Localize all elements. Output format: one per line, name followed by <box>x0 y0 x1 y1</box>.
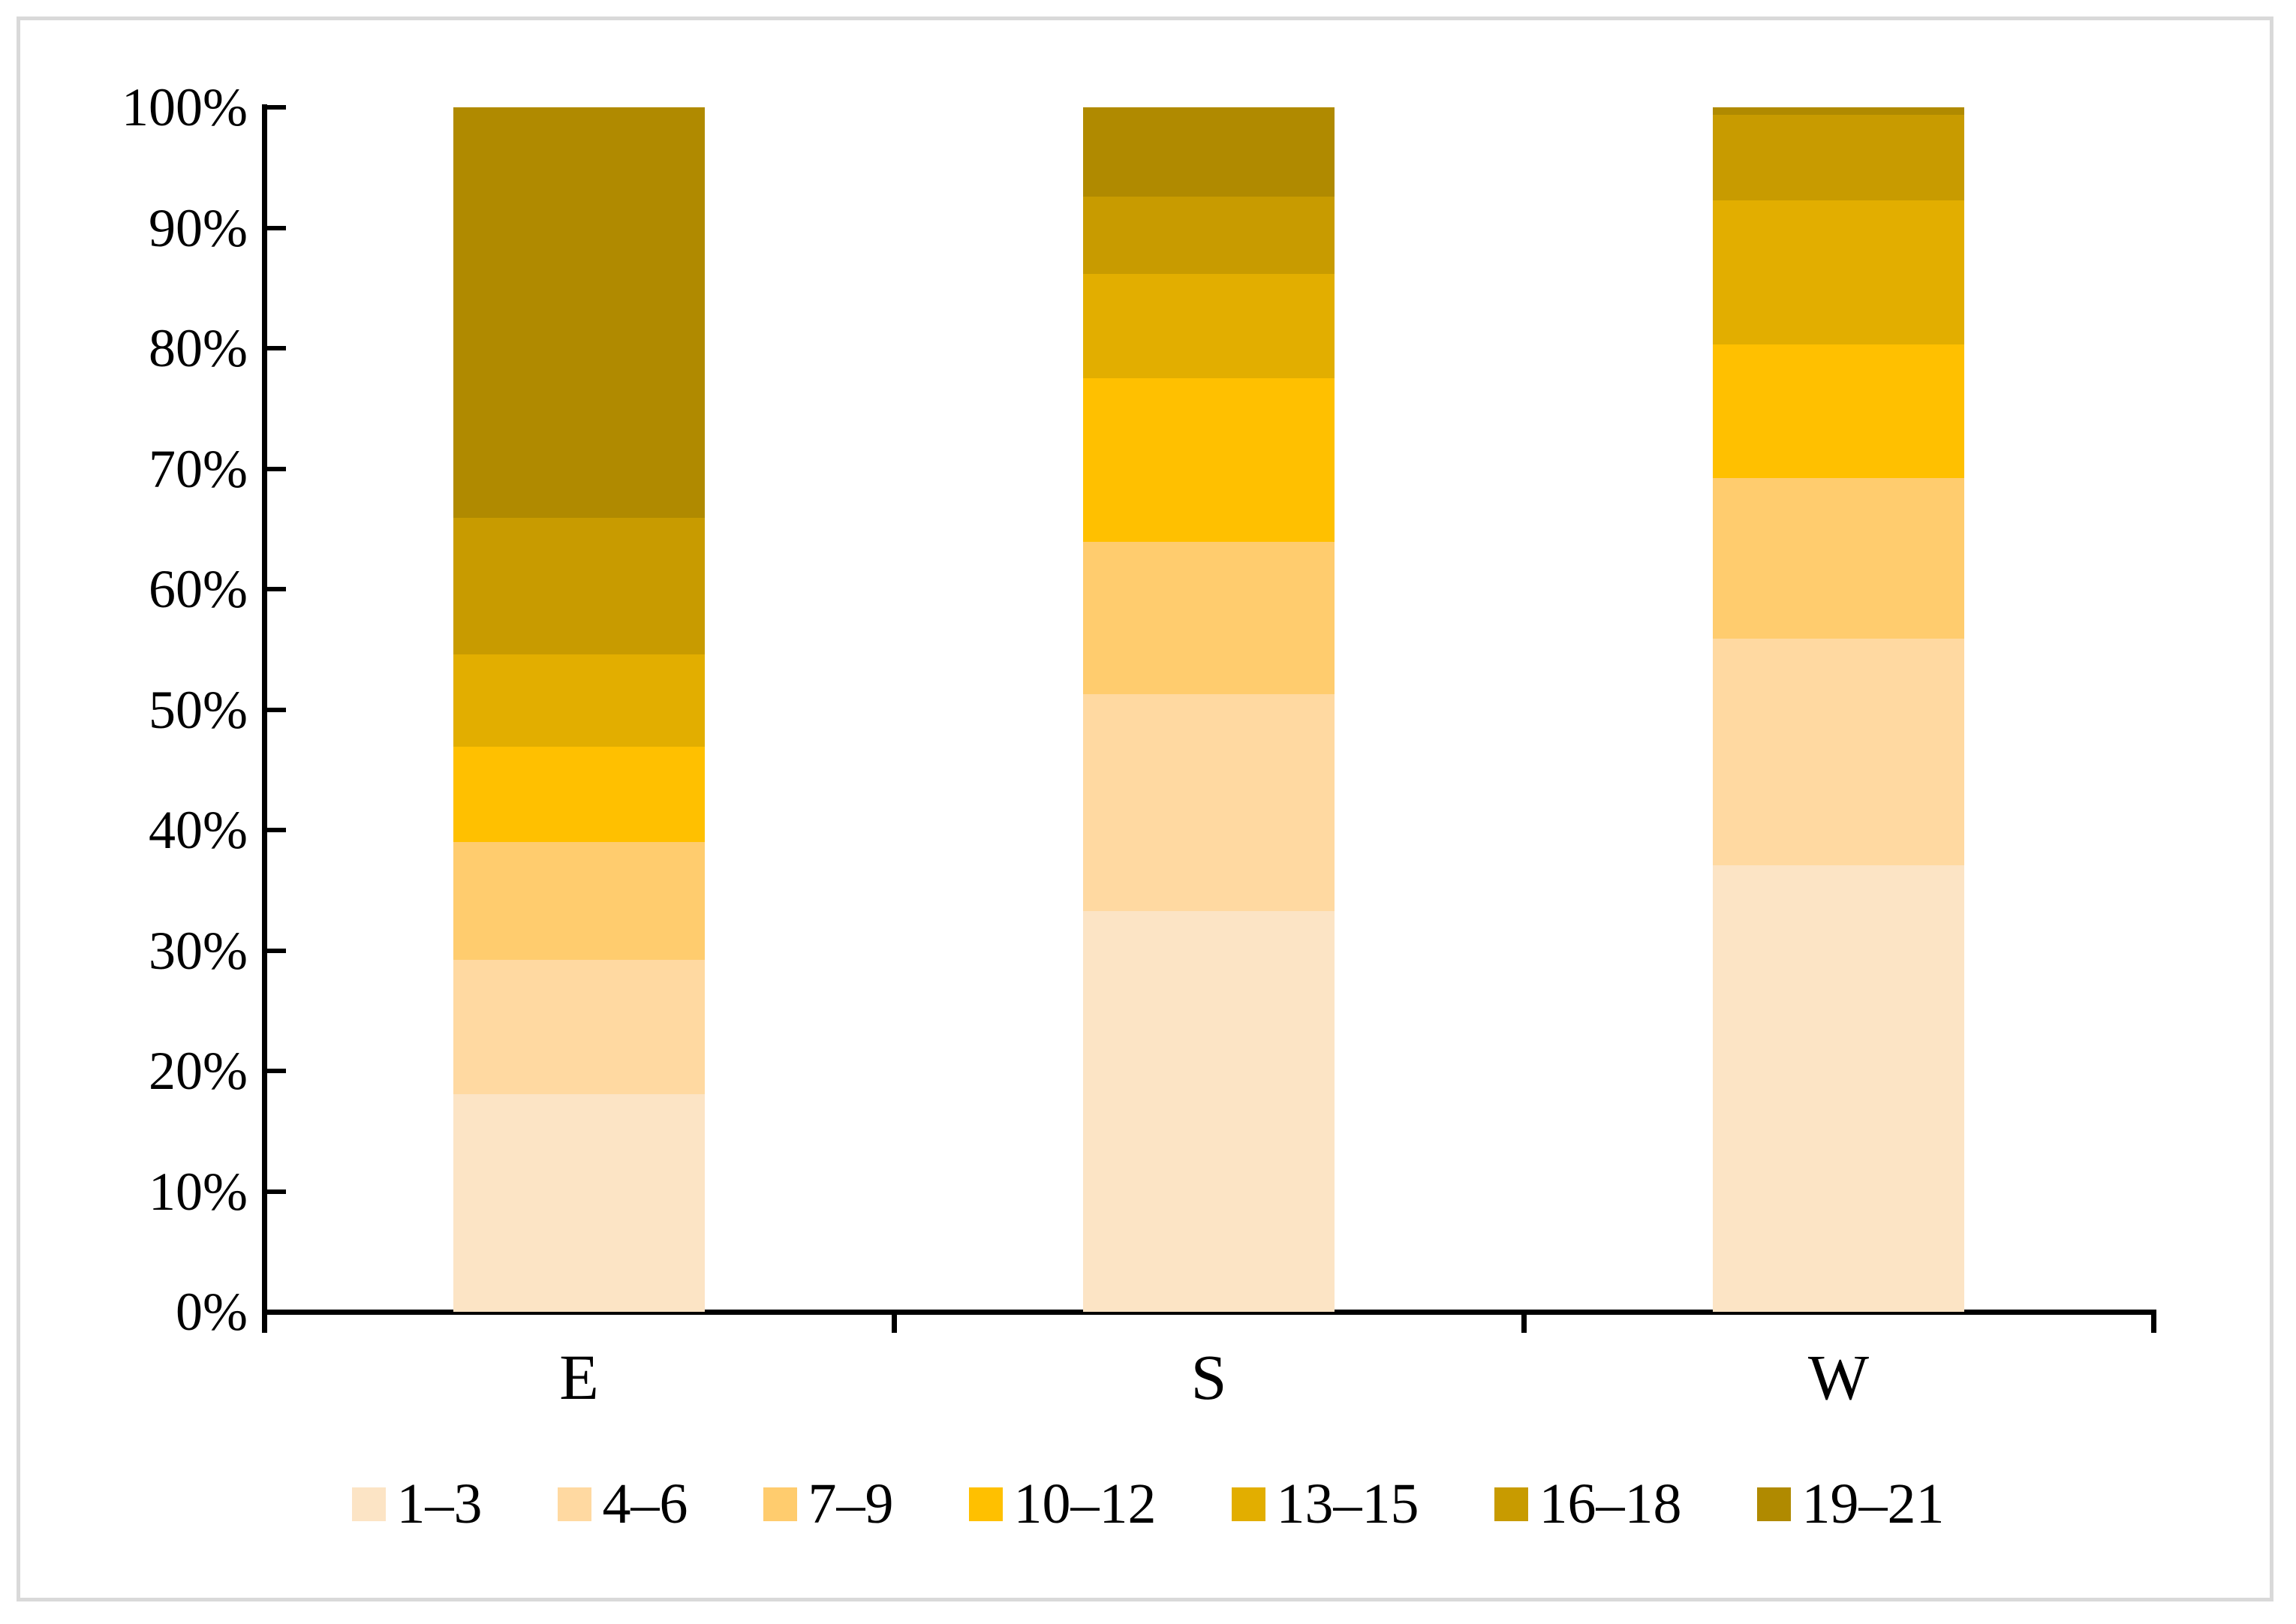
bar-segment-E-10–12 <box>453 747 705 843</box>
legend-item: 13–15 <box>1231 1472 1419 1535</box>
y-axis-tick-mark <box>267 1189 286 1194</box>
y-axis-tick-label: 40% <box>149 800 248 860</box>
legend-swatch-icon <box>1756 1487 1791 1521</box>
y-axis-tick-label: 60% <box>149 559 248 619</box>
bar-segment-W-16–18 <box>1713 114 1964 200</box>
y-axis-tick-label: 20% <box>149 1041 248 1101</box>
y-axis-tick-label: 80% <box>149 318 248 378</box>
stacked-bar-E <box>453 107 705 1312</box>
bar-segment-W-4–6 <box>1713 638 1964 865</box>
legend-item: 1–3 <box>351 1472 483 1535</box>
legend-label: 1–3 <box>396 1472 483 1535</box>
bar-segment-W-1–3 <box>1713 865 1964 1312</box>
legend-item: 4–6 <box>557 1472 688 1535</box>
legend-item: 16–18 <box>1494 1474 1682 1534</box>
legend-label: 19–21 <box>1801 1472 1945 1535</box>
bar-segment-S-7–9 <box>1083 542 1335 694</box>
y-axis-tick-mark <box>267 346 286 350</box>
x-axis-category-label: W <box>1807 1341 1870 1413</box>
x-axis-category-label: E <box>559 1341 599 1413</box>
bar-segment-E-16–18 <box>453 518 705 654</box>
bar-segment-W-19–21 <box>1713 107 1964 115</box>
bar-segment-S-4–6 <box>1083 693 1335 911</box>
bar-segment-S-16–18 <box>1083 196 1335 274</box>
legend-label: 13–15 <box>1276 1472 1419 1535</box>
bar-segment-W-13–15 <box>1713 200 1964 345</box>
y-axis-tick-mark <box>267 466 286 471</box>
y-axis-tick-label: 90% <box>149 197 248 258</box>
legend-swatch-icon <box>557 1487 591 1521</box>
x-axis-tick-mark <box>262 1310 267 1333</box>
legend-swatch-icon <box>351 1487 386 1521</box>
legend-swatch-icon <box>968 1487 1003 1521</box>
bar-segment-W-10–12 <box>1713 344 1964 479</box>
bar-segment-E-13–15 <box>453 654 705 747</box>
x-axis-tick-mark <box>892 1310 897 1333</box>
legend-label: 10–12 <box>1013 1472 1157 1535</box>
stacked-bar-S <box>1083 107 1335 1312</box>
x-axis-line <box>262 1310 2153 1315</box>
y-axis-tick-mark <box>267 948 286 953</box>
legend-swatch-icon <box>1231 1487 1265 1521</box>
x-axis-category-label: S <box>1190 1341 1227 1413</box>
bar-segment-S-10–12 <box>1083 378 1335 543</box>
y-axis-tick-mark <box>267 1069 286 1073</box>
y-axis-tick-mark <box>267 225 286 230</box>
legend-label: 16–18 <box>1539 1472 1682 1535</box>
y-axis-tick-mark <box>267 707 286 712</box>
x-axis-tick-mark <box>1521 1310 1527 1333</box>
y-axis-tick-label: 10% <box>149 1161 248 1222</box>
bar-segment-E-4–6 <box>453 960 705 1094</box>
y-axis-tick-label: 100% <box>122 77 248 137</box>
y-axis-tick-label: 50% <box>149 679 248 740</box>
y-axis-tick-mark <box>267 828 286 832</box>
x-axis-tick-mark <box>2151 1310 2156 1333</box>
legend-label: 7–9 <box>808 1472 894 1535</box>
bar-segment-S-13–15 <box>1083 273 1335 379</box>
y-axis-tick-mark <box>267 587 286 591</box>
legend: 1–3 4–6 7–9 10–12 13–15 16–18 19–21 <box>0 1474 2296 1534</box>
bar-segment-E-1–3 <box>453 1093 705 1312</box>
stacked-bar-W <box>1713 107 1964 1312</box>
y-axis-tick-mark <box>267 105 286 110</box>
legend-swatch-icon <box>1494 1487 1528 1521</box>
y-axis-line <box>262 104 267 1312</box>
legend-item: 7–9 <box>763 1474 894 1534</box>
legend-swatch-icon <box>763 1487 797 1521</box>
bar-segment-E-19–21 <box>453 107 705 519</box>
bar-segment-E-7–9 <box>453 842 705 961</box>
bar-segment-S-19–21 <box>1083 107 1335 197</box>
bar-segment-W-7–9 <box>1713 478 1964 639</box>
legend-label: 4–6 <box>602 1472 688 1535</box>
y-axis-tick-label: 0% <box>176 1282 248 1342</box>
bar-segment-S-1–3 <box>1083 910 1335 1312</box>
legend-item: 19–21 <box>1756 1472 1945 1535</box>
y-axis-tick-label: 30% <box>149 920 248 981</box>
legend-item: 10–12 <box>968 1472 1157 1535</box>
y-axis-tick-label: 70% <box>149 438 248 499</box>
